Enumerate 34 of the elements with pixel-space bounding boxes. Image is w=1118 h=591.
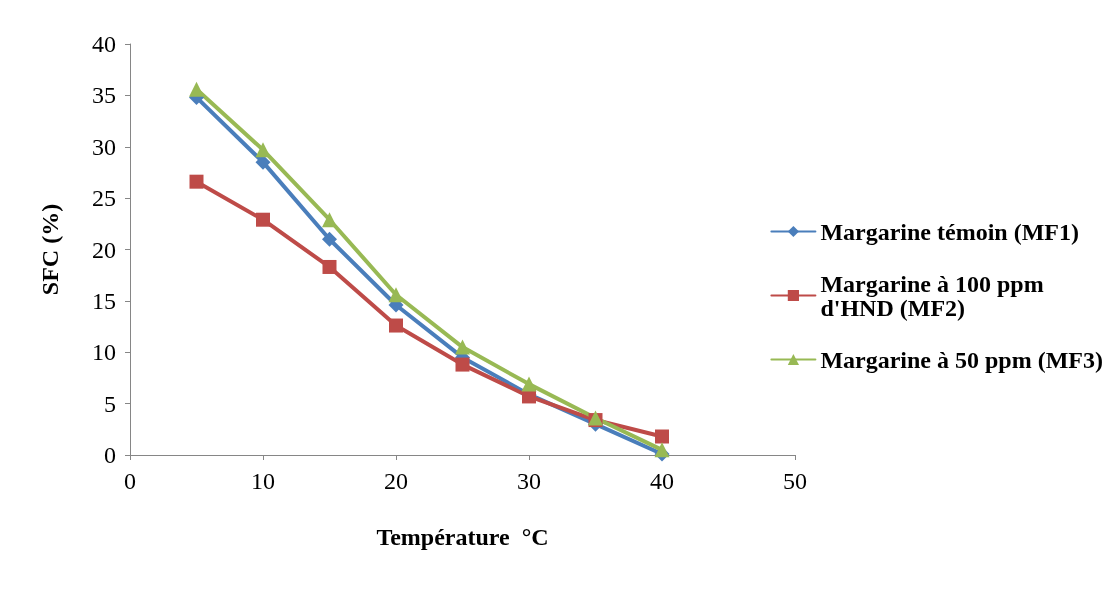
x-tick-label: 20 <box>384 468 408 494</box>
point <box>322 259 337 274</box>
x-tick-label: 0 <box>124 468 136 494</box>
point <box>255 142 271 158</box>
point <box>189 81 204 97</box>
x-tick-label: 40 <box>650 468 674 494</box>
x-axis-title: Température °C <box>376 524 549 550</box>
point <box>322 212 337 228</box>
legend-label: Margarine à 50 ppm (MF3) <box>820 346 1103 373</box>
point <box>189 174 204 189</box>
point <box>521 376 537 392</box>
y-tick-label: 25 <box>92 185 116 212</box>
y-tick-label: 0 <box>104 442 116 468</box>
point <box>322 231 337 247</box>
x-tick-label: 10 <box>251 468 275 494</box>
point <box>388 287 404 303</box>
point <box>455 339 470 355</box>
legend-label: Margarine témoin (MF1) <box>820 218 1079 245</box>
point <box>256 212 270 227</box>
y-tick-label: 20 <box>92 236 116 263</box>
y-tick-label: 15 <box>92 287 116 314</box>
y-tick-label: 30 <box>92 133 116 160</box>
x-tick-label: 50 <box>783 468 807 494</box>
y-tick-label: 40 <box>92 31 116 57</box>
y-tick-label: 5 <box>104 390 116 417</box>
point <box>455 357 470 372</box>
legend-label: Margarine à 100 ppm d'HND (MF2) <box>820 270 1050 321</box>
y-axis-title: SFC (%) <box>37 203 63 296</box>
point <box>389 318 403 333</box>
point <box>655 429 669 444</box>
y-tick-label: 35 <box>92 82 116 109</box>
x-tick-label: 30 <box>517 468 541 494</box>
point <box>654 442 670 458</box>
y-tick-label: 10 <box>92 339 116 366</box>
